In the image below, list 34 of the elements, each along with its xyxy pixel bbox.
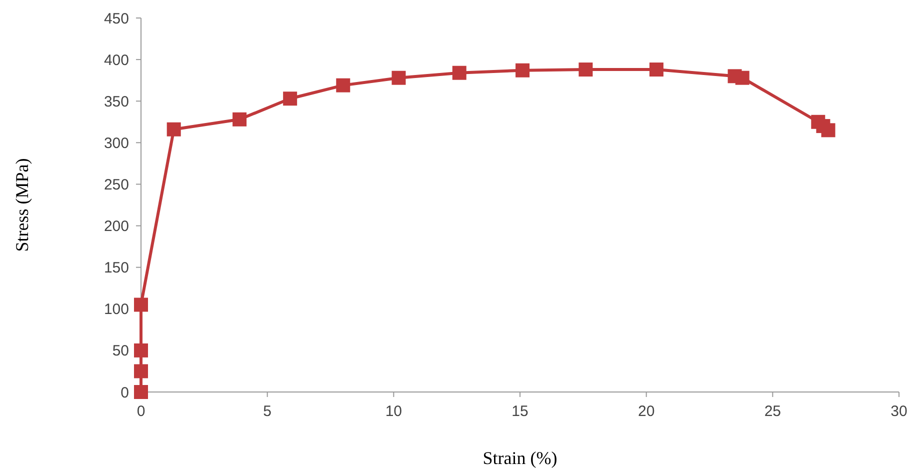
y-tick-label: 400 — [104, 52, 129, 69]
y-tick-label: 250 — [104, 176, 129, 194]
x-tick-label: 5 — [263, 403, 272, 420]
point — [134, 298, 148, 312]
point — [821, 123, 836, 138]
y-tick-label: 100 — [104, 301, 129, 318]
y-tick-label: 200 — [104, 218, 129, 236]
y-tick-label: 450 — [104, 10, 129, 28]
point — [452, 66, 466, 80]
point — [232, 112, 247, 126]
point — [735, 70, 750, 85]
point — [392, 70, 406, 85]
x-tick-label: 10 — [385, 403, 402, 420]
point — [134, 343, 148, 358]
point — [578, 62, 593, 77]
point — [134, 385, 148, 399]
point — [516, 63, 530, 78]
x-tick-label: 15 — [512, 403, 528, 420]
y-axis-title: Stress (MPa) — [12, 158, 32, 252]
point — [283, 92, 298, 106]
x-tick-label: 0 — [136, 403, 146, 420]
y-tick-label: 50 — [112, 342, 129, 360]
x-axis-title: Strain (%) — [482, 448, 558, 468]
x-tick-label: 20 — [638, 403, 655, 420]
x-tick-label: 25 — [764, 403, 782, 420]
y-tick-label: 150 — [104, 260, 129, 277]
y-tick-label: 300 — [104, 134, 129, 152]
y-tick-label: 350 — [104, 93, 129, 110]
x-tick-label: 30 — [890, 403, 908, 420]
y-tick-label: 0 — [120, 384, 129, 402]
point — [166, 122, 181, 136]
point — [134, 364, 148, 378]
point — [336, 78, 350, 92]
point — [649, 62, 664, 77]
